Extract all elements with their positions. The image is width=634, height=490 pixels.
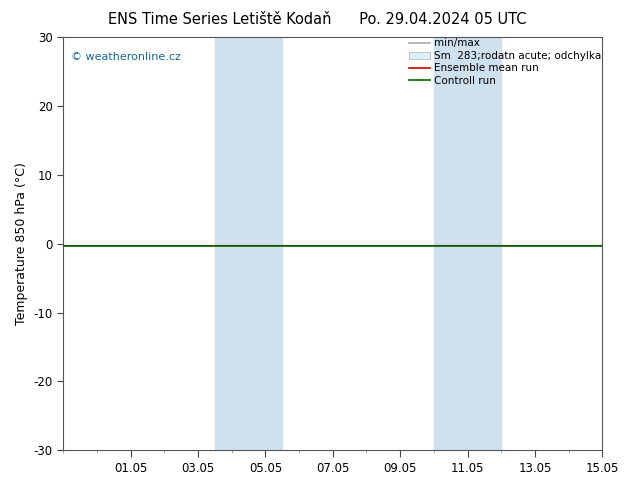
Y-axis label: Temperature 850 hPa (°C): Temperature 850 hPa (°C)	[15, 162, 28, 325]
Text: ENS Time Series Letiště Kodaň      Po. 29.04.2024 05 UTC: ENS Time Series Letiště Kodaň Po. 29.04.…	[108, 12, 526, 27]
Legend: min/max, Sm  283;rodatn acute; odchylka, Ensemble mean run, Controll run: min/max, Sm 283;rodatn acute; odchylka, …	[409, 38, 601, 86]
Bar	[434, 37, 501, 450]
Bar	[215, 37, 282, 450]
Text: © weatheronline.cz: © weatheronline.cz	[71, 51, 181, 62]
